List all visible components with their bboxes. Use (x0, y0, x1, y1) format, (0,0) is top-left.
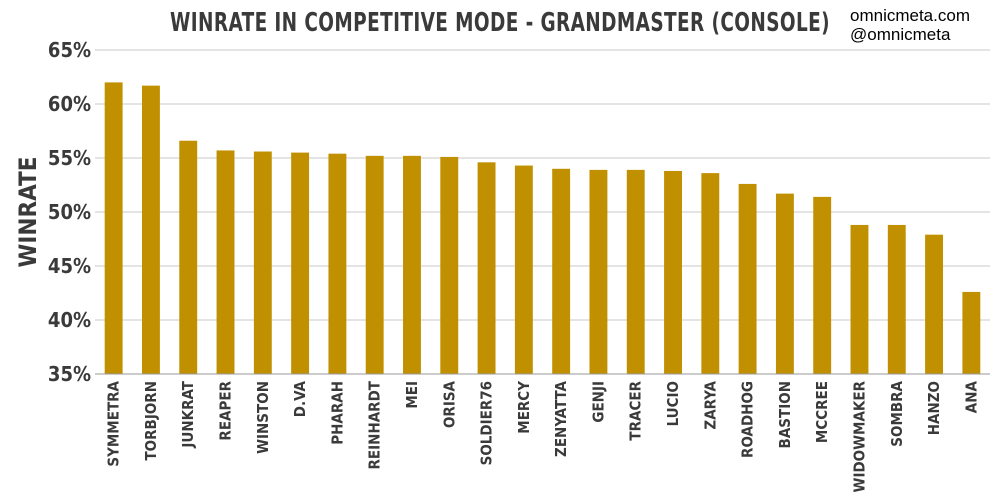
x-tick-label: JUNKRAT (179, 380, 197, 448)
x-tick-label: TORBJORN (142, 381, 160, 461)
bar (813, 196, 832, 374)
x-tick-label: SYMMETRA (105, 380, 123, 466)
x-tick-label: WINSTON (254, 381, 272, 454)
bars (104, 82, 981, 375)
y-axis-ticks: 35% 40% 45% 50% 55% 60% 65% (48, 38, 91, 386)
y-tick-label: 40% (48, 308, 91, 332)
x-tick-label: MCCREE (813, 381, 831, 443)
bar (589, 169, 608, 374)
credit-site: omnicmeta.com (850, 6, 970, 25)
x-tick-label: SOLDIER76 (478, 381, 496, 465)
x-tick-label: LUCIO (664, 381, 682, 426)
x-tick-label: MERCY (515, 381, 533, 434)
x-axis-ticks: SYMMETRA TORBJORN JUNKRAT REAPER WINSTON D.VA… (105, 380, 981, 492)
bar (403, 155, 421, 374)
x-tick-label: ANA (962, 380, 980, 413)
bar (141, 85, 160, 374)
y-tick-label: 35% (48, 362, 91, 386)
bar (738, 183, 757, 374)
y-tick-label: 55% (48, 146, 91, 170)
bar (328, 153, 347, 374)
bar (365, 155, 384, 374)
y-axis-label: WINRATE (14, 157, 42, 268)
x-tick-label: ZENYATTA (552, 380, 570, 457)
x-tick-label: REAPER (217, 380, 235, 440)
bar (253, 151, 272, 374)
x-tick-label: PHARAH (328, 381, 346, 445)
gridlines (95, 49, 990, 321)
x-tick-label: SOMBRA (888, 380, 906, 446)
x-tick-label: WIDOWMAKER (850, 380, 868, 492)
x-tick-label: MEI (403, 381, 421, 409)
x-tick-label: TRACER (627, 380, 645, 440)
y-tick-label: 60% (48, 92, 91, 116)
bar (925, 234, 944, 374)
bar (104, 82, 123, 375)
x-tick-label: ZARYA (701, 380, 719, 429)
y-tick-label: 65% (48, 38, 91, 62)
y-tick-label: 50% (48, 200, 91, 224)
x-tick-label: REINHARDT (366, 380, 384, 469)
bar (887, 224, 906, 374)
bar (440, 156, 459, 374)
bar (626, 169, 645, 374)
bar (291, 152, 310, 374)
x-tick-label: ORISA (440, 380, 458, 428)
x-tick-label: GENJI (589, 381, 607, 423)
bar (850, 224, 869, 374)
bar (514, 165, 533, 374)
y-tick-label: 45% (48, 254, 91, 278)
x-tick-label: BASTION (776, 381, 794, 448)
bar (477, 162, 496, 374)
bar (552, 168, 571, 374)
bar (962, 291, 981, 374)
credit-handle: @omnicmeta (850, 25, 951, 44)
bar (179, 140, 198, 374)
x-tick-label: ROADHOG (739, 381, 757, 458)
bar (664, 170, 682, 374)
chart-title: WINRATE IN COMPETITIVE MODE - GRANDMASTE… (170, 8, 830, 38)
bar (701, 173, 720, 374)
bar (216, 150, 235, 374)
x-tick-label: D.VA (291, 380, 309, 417)
bar (775, 193, 794, 374)
x-tick-label: HANZO (925, 381, 943, 435)
